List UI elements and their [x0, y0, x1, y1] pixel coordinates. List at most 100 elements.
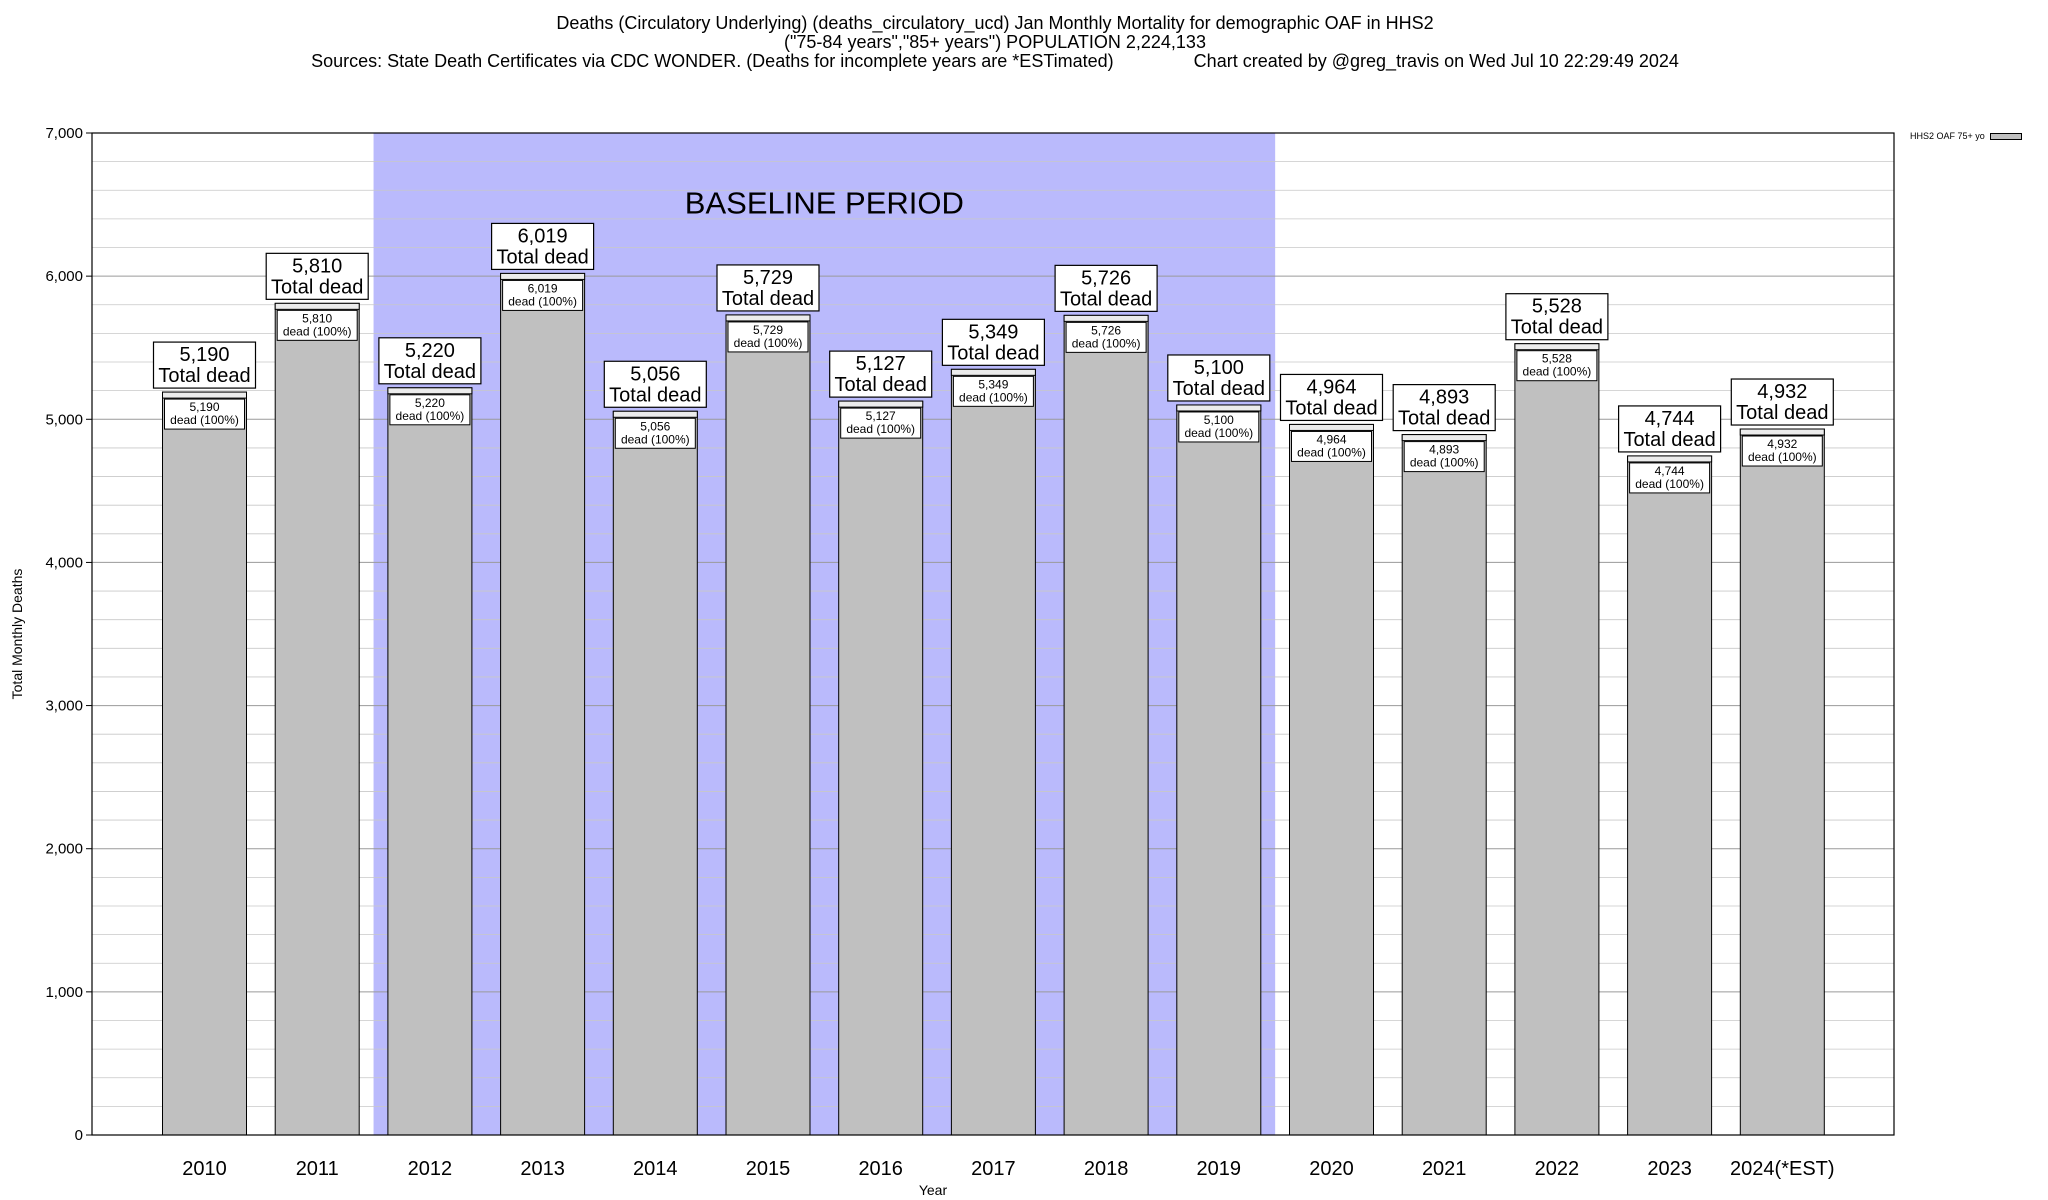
inner-value-label: 5,100 [1204, 413, 1234, 427]
y-tick-label: 0 [75, 1127, 83, 1144]
bar-cap [612, 410, 698, 418]
bar [1627, 455, 1713, 1136]
x-tick-label: 2017 [971, 1158, 1016, 1180]
outer-label-box [1279, 373, 1384, 422]
outer-label-box [716, 264, 820, 312]
x-tick-label: 2012 [408, 1158, 453, 1180]
bar [162, 391, 247, 1136]
outer-value-label: 5,190 [179, 344, 229, 366]
outer-total-label: Total dead [609, 384, 701, 406]
y-axis-title: Total Monthly Deaths [9, 569, 25, 700]
inner-value-label: 5,220 [415, 396, 445, 410]
outer-total-label: Total dead [835, 374, 927, 396]
bar-cap [1514, 343, 1600, 351]
bar-cap [725, 314, 811, 322]
outer-value-label: 5,056 [630, 363, 680, 385]
legend-swatch [1989, 132, 2022, 140]
bar [500, 272, 586, 1136]
legend-label: HHS2 OAF 75+ yo [1910, 131, 1985, 141]
bar [274, 302, 360, 1136]
outer-total-label: Total dead [1060, 288, 1152, 310]
outer-value-label: 6,019 [518, 225, 568, 247]
inner-value-label: 5,726 [1091, 323, 1121, 337]
inner-pct-label: dead (100%) [1523, 365, 1592, 379]
inner-value-label: 5,190 [189, 400, 219, 414]
inner-label-box [840, 407, 922, 439]
inner-pct-label: dead (100%) [1297, 445, 1366, 459]
inner-pct-label: dead (100%) [621, 432, 690, 446]
bar [612, 410, 698, 1136]
x-tick-label: 2016 [858, 1158, 903, 1180]
y-tick-label: 5,000 [45, 411, 83, 428]
outer-total-label: Total dead [158, 365, 250, 387]
bar [950, 368, 1036, 1136]
x-tick-label: 2019 [1197, 1158, 1242, 1180]
bar [1176, 404, 1262, 1136]
x-tick-label: 2010 [182, 1158, 227, 1180]
inner-value-label: 4,893 [1429, 443, 1459, 457]
outer-label-box [378, 337, 482, 385]
outer-value-label: 5,127 [856, 353, 906, 375]
legend: HHS2 OAF 75+ yo [1910, 131, 2022, 141]
title-line-3: Sources: State Death Certificates via CD… [311, 51, 1679, 71]
outer-value-label: 5,810 [292, 255, 342, 277]
inner-pct-label: dead (100%) [1072, 336, 1141, 350]
bar-cap [950, 368, 1036, 376]
inner-value-label: 5,528 [1542, 352, 1572, 366]
inner-label-box [1291, 430, 1372, 462]
inner-value-label: 4,744 [1655, 464, 1685, 478]
outer-total-label: Total dead [1736, 402, 1828, 424]
inner-pct-label: dead (100%) [846, 422, 915, 436]
outer-label-box [265, 252, 369, 300]
bar-cap [1176, 404, 1262, 412]
inner-value-label: 5,810 [302, 311, 332, 325]
outer-value-label: 5,528 [1532, 296, 1582, 318]
inner-label-box [1403, 441, 1485, 473]
x-tick-label: 2022 [1535, 1158, 1580, 1180]
outer-label-box [1505, 293, 1609, 341]
inner-pct-label: dead (100%) [1410, 456, 1479, 470]
bar-cap [274, 302, 360, 310]
outer-total-label: Total dead [1398, 408, 1490, 430]
x-axis-title: Year [919, 1182, 948, 1198]
x-tick-label: 2020 [1309, 1158, 1354, 1180]
outer-value-label: 4,744 [1645, 408, 1695, 430]
inner-label-box [502, 279, 584, 311]
outer-label-box [603, 360, 707, 408]
outer-label-box [491, 222, 595, 271]
y-tick-label: 4,000 [45, 554, 83, 571]
inner-label-box [1629, 462, 1711, 494]
inner-pct-label: dead (100%) [1635, 477, 1704, 491]
outer-value-label: 4,932 [1757, 381, 1807, 403]
inner-value-label: 6,019 [528, 281, 558, 295]
y-tick-label: 6,000 [45, 268, 83, 285]
inner-pct-label: dead (100%) [396, 409, 465, 423]
bar [838, 400, 924, 1136]
inner-label-box [727, 321, 809, 353]
bar-cap [387, 387, 473, 395]
inner-pct-label: dead (100%) [1748, 450, 1817, 464]
outer-value-label: 4,964 [1306, 376, 1356, 398]
outer-value-label: 5,349 [968, 321, 1018, 343]
outer-label-box [941, 318, 1046, 366]
outer-total-label: Total dead [1173, 378, 1265, 400]
inner-pct-label: dead (100%) [508, 294, 577, 308]
outer-value-label: 5,100 [1194, 357, 1244, 379]
bar [1063, 314, 1149, 1136]
bar [1514, 343, 1600, 1136]
baseline-period-label: BASELINE PERIOD [685, 186, 964, 221]
bar-cap [1739, 428, 1825, 436]
outer-label-box [1167, 354, 1271, 402]
inner-value-label: 5,056 [640, 419, 670, 433]
outer-total-label: Total dead [271, 276, 363, 298]
inner-pct-label: dead (100%) [283, 324, 352, 338]
outer-label-box [1392, 384, 1496, 432]
outer-label-box [1730, 378, 1834, 426]
title-line-2: ("75-84 years","85+ years") POPULATION 2… [784, 32, 1206, 52]
bar [1739, 428, 1825, 1136]
inner-label-box [952, 375, 1034, 407]
bar-cap [1063, 314, 1149, 322]
outer-label-box [1054, 264, 1158, 312]
bar-cap [1289, 423, 1374, 431]
